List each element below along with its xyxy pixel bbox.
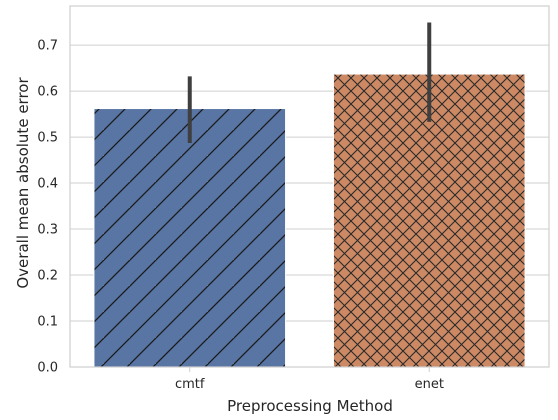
bar-hatch-cmtf <box>93 108 287 368</box>
y-tick-label: 0.6 <box>37 85 58 100</box>
plot-frame <box>69 5 550 368</box>
bars <box>93 73 526 368</box>
y-tick-label: 0.0 <box>37 361 58 376</box>
x-tick-labels: cmtf enet <box>175 367 444 392</box>
y-tick-label: 0.7 <box>37 39 58 54</box>
y-tick-label: 0.5 <box>37 131 58 146</box>
error-bars <box>187 22 432 144</box>
x-axis-label: Preprocessing Method <box>227 397 393 415</box>
y-tick-label: 0.4 <box>37 177 58 192</box>
y-tick-labels: 0.0 0.1 0.2 0.3 0.4 0.5 0.6 0.7 <box>37 39 58 376</box>
y-tick-label: 0.1 <box>37 315 58 330</box>
y-tick-label: 0.3 <box>37 223 58 238</box>
y-tick-label: 0.2 <box>37 269 58 284</box>
x-tick-label: cmtf <box>175 377 205 392</box>
axes-frame <box>69 5 550 368</box>
bar-hatch-enet <box>332 73 526 368</box>
x-tick-label: enet <box>415 377 444 392</box>
y-axis-label: Overall mean absolute error <box>14 77 32 289</box>
